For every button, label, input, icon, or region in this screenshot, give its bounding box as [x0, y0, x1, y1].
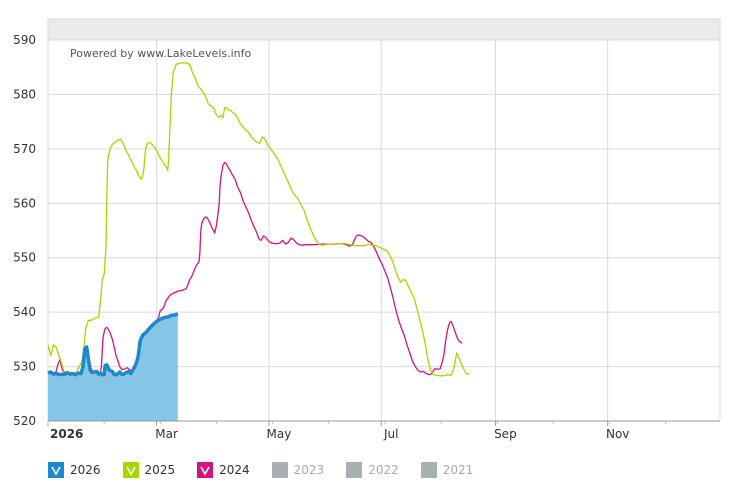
legend-item-2021[interactable]: 2021 [420, 462, 474, 478]
legend-item-2025[interactable]: 2025 [122, 462, 176, 478]
y-tick-label: 570 [13, 142, 36, 156]
y-tick-label: 530 [13, 360, 36, 374]
legend-item-2022[interactable]: 2022 [346, 462, 399, 478]
x-tick-label: Nov [606, 427, 629, 441]
checkmark-icon [48, 462, 64, 478]
y-tick-label: 590 [13, 33, 36, 47]
axes: 520 530 540 550 560 570 580 590 2026 Mar May Jul Sep… [13, 33, 720, 441]
legend-label: 2025 [144, 463, 176, 477]
legend-item-2026[interactable]: 2026 [48, 462, 101, 478]
checkmark-icon [197, 462, 214, 478]
x-tick-label: Jul [383, 427, 398, 441]
y-tick-label: 520 [13, 414, 36, 428]
legend-label: 2021 [442, 463, 474, 477]
y-tick-label: 580 [13, 87, 36, 101]
legend-item-2024[interactable]: 2024 [197, 462, 250, 478]
legend: 2026 2025 2024 2023 2022 2021 [48, 462, 495, 478]
x-tick-label: 2026 [50, 427, 83, 441]
lake-level-chart: 520 530 540 550 560 570 580 590 2026 Mar May Jul Sep… [13, 18, 721, 441]
series-layer [47, 62, 470, 421]
legend-swatch-icon [271, 462, 288, 478]
zoom-bar[interactable] [47, 18, 721, 41]
legend-swatch-icon [420, 462, 437, 478]
series-2026-line [47, 312, 179, 377]
y-tick-label: 540 [13, 305, 36, 319]
x-tick-label: May [267, 427, 292, 441]
legend-item-2023[interactable]: 2023 [271, 462, 325, 478]
series-2024-line [48, 161, 463, 377]
x-tick-label: Mar [155, 427, 178, 441]
series-2026-area [48, 313, 178, 421]
x-tick-label: Sep [494, 427, 517, 441]
watermark: Powered by www.LakeLevels.info [70, 47, 252, 60]
legend-swatch-icon [346, 462, 363, 478]
legend-label: 2022 [368, 463, 399, 477]
legend-label: 2026 [70, 463, 101, 477]
series-2025-line [47, 62, 470, 377]
legend-label: 2024 [219, 463, 250, 477]
checkmark-icon [122, 462, 139, 478]
y-tick-label: 550 [13, 251, 36, 265]
legend-label: 2023 [293, 463, 325, 477]
y-tick-label: 560 [13, 196, 36, 210]
